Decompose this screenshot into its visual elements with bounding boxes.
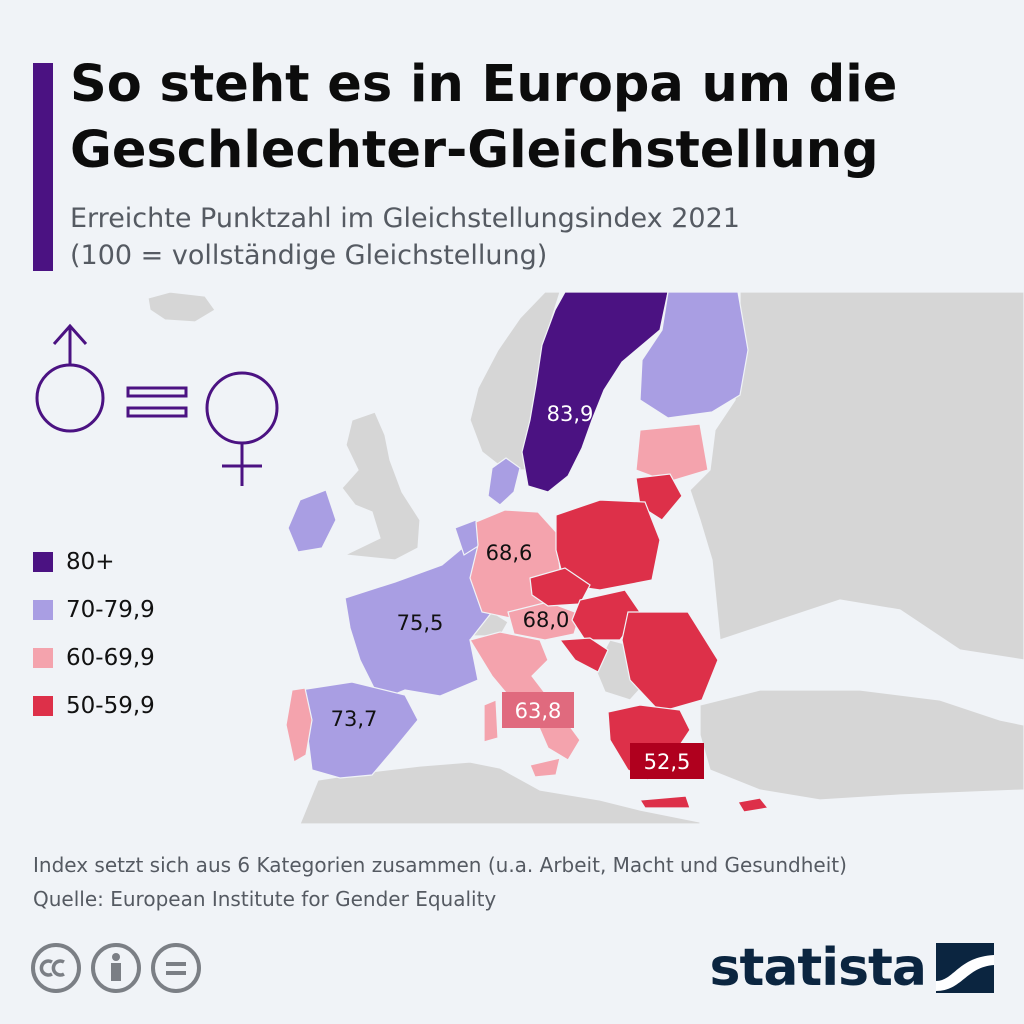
region-sweden: [521, 291, 669, 493]
band-50-regions: [529, 473, 770, 813]
map-label-italy-box: [502, 692, 574, 728]
map-label-germany: 68,6: [486, 541, 533, 565]
footnote: Index setzt sich aus 6 Kategorien zusamm…: [33, 848, 1013, 916]
title-line-1: So steht es in Europa um die: [70, 55, 898, 114]
subtitle-line-1: Erreichte Punktzahl im Gleichstellungsin…: [70, 203, 740, 234]
footnote-source: Quelle: European Institute for Gender Eq…: [33, 887, 497, 911]
legend: 80+ 70-79,9 60-69,9 50-59,9: [33, 538, 155, 730]
page-title: So steht es in Europa um die Geschlechte…: [70, 52, 1010, 184]
map-label-italy: 63,8: [515, 699, 562, 723]
legend-item-70: 70-79,9: [33, 586, 155, 634]
legend-label: 80+: [66, 549, 115, 575]
no-derivatives-icon[interactable]: [150, 942, 202, 994]
map-label-greece: 52,5: [644, 750, 691, 774]
legend-swatch: [33, 696, 53, 716]
legend-swatch: [33, 648, 53, 668]
accent-bar: [33, 63, 53, 271]
attribution-icon[interactable]: [90, 942, 142, 994]
legend-swatch: [33, 552, 53, 572]
non-member-land: [147, 291, 1024, 824]
band-70-regions: [287, 291, 749, 779]
legend-item-50: 50-59,9: [33, 682, 155, 730]
subtitle-line-2: (100 = vollständige Gleichstellung): [70, 240, 548, 271]
license-icons: [30, 942, 202, 994]
legend-label: 60-69,9: [66, 645, 155, 671]
map-label-greece-box: [630, 743, 704, 779]
brand-name: statista: [709, 938, 927, 998]
page-subtitle: Erreichte Punktzahl im Gleichstellungsin…: [70, 200, 1010, 274]
legend-swatch: [33, 600, 53, 620]
legend-item-80: 80+: [33, 538, 155, 586]
map-label-sweden: 83,9: [547, 402, 594, 426]
cc-icon[interactable]: [30, 942, 82, 994]
map-label-austria-region: 68,0: [523, 608, 570, 632]
europe-map: 83,9 68,6 75,5 68,0 73,7 63,8 52,5: [35, 291, 1024, 824]
footnote-note: Index setzt sich aus 6 Kategorien zusamm…: [33, 853, 847, 877]
map-label-spain: 73,7: [331, 707, 378, 731]
legend-label: 70-79,9: [66, 597, 155, 623]
legend-label: 50-59,9: [66, 693, 155, 719]
legend-item-60: 60-69,9: [33, 634, 155, 682]
statista-mark-icon: [936, 943, 994, 993]
statista-logo[interactable]: statista: [710, 938, 994, 998]
map-label-france: 75,5: [397, 611, 444, 635]
title-line-2: Geschlechter-Gleichstellung: [70, 121, 879, 180]
gender-equality-icon: [35, 323, 279, 486]
